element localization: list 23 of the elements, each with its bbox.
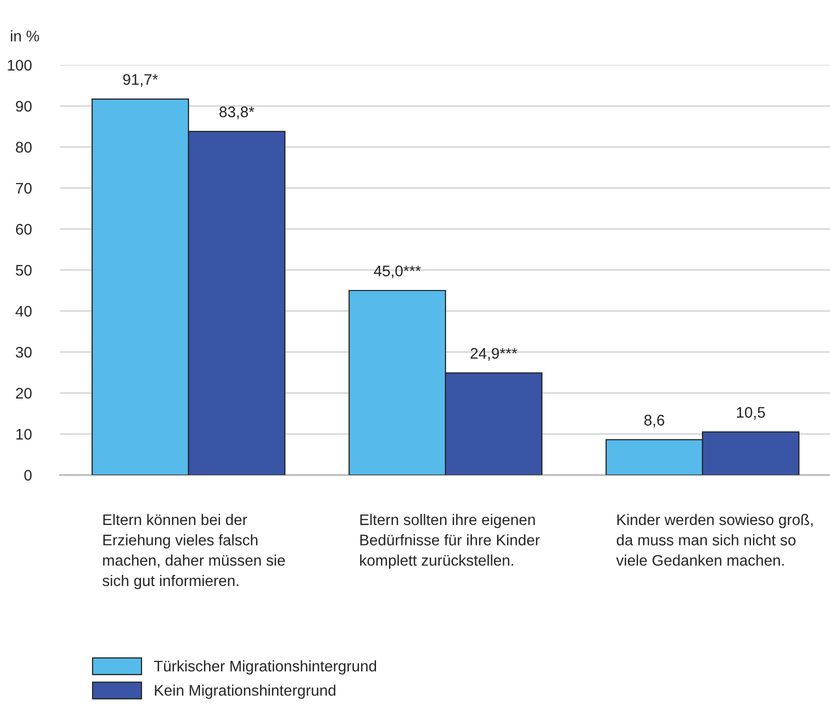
data-label: 83,8*: [220, 106, 254, 120]
data-label: 45,0***: [374, 266, 421, 278]
y-tick-label: 50: [16, 264, 32, 276]
y-tick-label: 80: [16, 142, 32, 153]
y-tick-label: 70: [16, 182, 32, 194]
y-tick-label: 10: [16, 428, 32, 440]
y-tick-label: 90: [16, 100, 32, 112]
y-axis-title: in %: [10, 30, 40, 42]
y-tick-label: 60: [16, 224, 32, 235]
x-tick-label: Eltern sollten ihre eigenen Bedürfnisse für ihre Kinder komplett zurückstellen.: [360, 514, 540, 569]
x-tick-label: Kinder werden sowieso groß, da muss man sich nicht so viele Gedanken machen.: [616, 514, 813, 566]
data-label: 24,9***: [470, 348, 518, 361]
y-tick-label: 20: [16, 388, 32, 399]
y-tick-label: 0: [24, 470, 32, 481]
x-tick-label: Eltern können bei der Erziehung vieles falsch machen, daher müssen sie sich gut informieren.: [102, 514, 285, 590]
y-tick-label: 40: [16, 306, 32, 317]
y-tick-label: 100: [8, 60, 32, 71]
legend-label: Türkischer Migrationshintergrund: [154, 660, 376, 675]
legend-label: Kein Migrationshintergrund: [154, 684, 336, 699]
y-tick-label: 30: [16, 346, 32, 358]
data-label: 91,7*: [123, 74, 158, 87]
data-label: 8,6: [644, 414, 664, 428]
data-label: 10,5: [736, 407, 765, 420]
